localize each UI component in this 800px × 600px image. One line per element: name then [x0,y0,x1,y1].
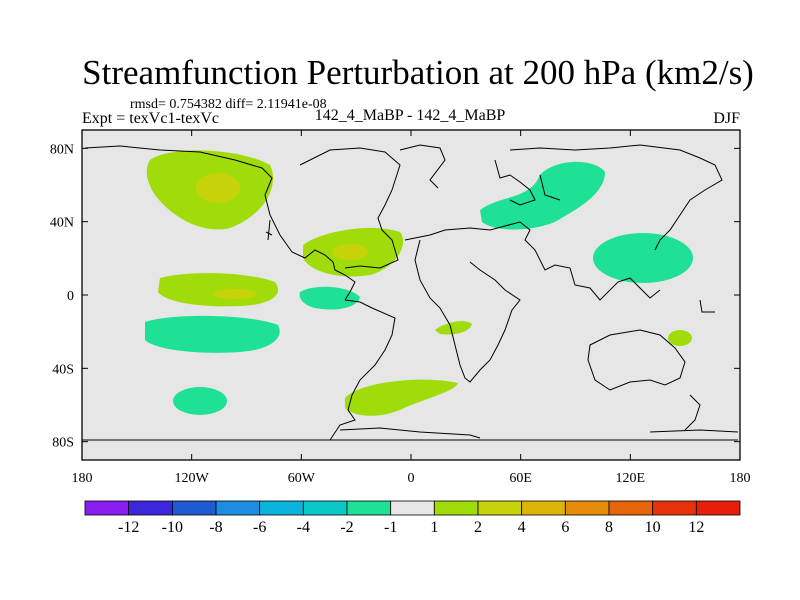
positive-anomalies [146,150,692,416]
x-tick-label: 180 [72,471,93,486]
colorbar-box [215,500,261,516]
colorbar-box [346,500,392,516]
colorbar-box [652,500,697,516]
anomaly-north-atlantic-core [332,244,368,260]
colorbar-label: 8 [605,519,613,536]
colorbar-label: 6 [561,519,569,536]
colorbar-box [608,500,654,516]
coast-north-america-east [299,147,401,269]
colorbar-label: 12 [688,519,704,536]
colorbar-label: -6 [253,519,266,536]
anomaly-south-pacific-high-lat [173,387,227,415]
anomaly-equatorial-atlantic [299,286,360,310]
colorbar-box [302,500,348,516]
coast-scandinavia-inland-seas [494,159,561,206]
colorbar-box [390,500,435,516]
colorbar-label: -1 [384,519,397,536]
colorbar-box [433,500,479,516]
colorbar-box [171,500,217,516]
coast-antarctica [339,427,739,439]
stats-line: rmsd= 0.754382 diff= 2.11941e-08 [130,97,327,112]
colorbar-label: 4 [518,519,526,536]
map-panel [81,129,741,461]
anomaly-north-pacific-core [196,173,240,203]
figure-title: Streamfunction Perturbation at 200 hPa (… [82,53,754,92]
y-tick-label: 80N [50,142,74,157]
y-axis-labels: 80N 40N 0 40S 80S [50,142,74,450]
y-tick-label: 80S [52,436,74,451]
x-tick-label: 0 [408,471,415,486]
anomaly-africa [435,321,472,335]
colorbar-label: 2 [474,519,482,536]
coast-new-zealand [684,394,701,431]
negative-anomalies [145,161,693,415]
x-tick-label: 120E [616,471,646,486]
coast-south-america [329,299,396,441]
colorbar-label: -2 [340,519,353,536]
coast-new-guinea [699,299,715,313]
y-tick-label: 40S [52,362,74,377]
anomaly-east-asia [593,233,693,283]
anomaly-south-atlantic [345,379,458,416]
x-tick-label: 60W [288,471,316,486]
colorbar-box [564,500,610,516]
coast-eurasia-south [404,221,661,301]
colorbar-label: -12 [118,519,139,536]
colorbar-label: -4 [297,519,310,536]
colorbar-box [84,500,130,516]
coast-australia [587,329,686,391]
coast-eurasia-north [509,144,723,251]
colorbar-box [695,500,741,516]
colorbar-labels: -12 -10 -8 -6 -4 -2 -1 1 2 4 6 8 10 12 [118,519,704,536]
colorbar-label: 1 [430,519,438,536]
y-tick-label: 40N [50,216,74,231]
x-tick-label: 180 [730,471,751,486]
coast-africa [414,239,521,383]
x-axis-labels: 180 120W 60W 0 60E 120E 180 [72,471,751,486]
anomaly-tropical-pacific-core [213,289,257,299]
axis-ticks [81,130,741,460]
coastlines [82,144,739,441]
coast-baja [265,219,273,241]
y-tick-label: 0 [67,289,74,304]
anomaly-eurasia [480,161,605,230]
coast-north-america-west [84,145,356,301]
colorbar-label: -10 [162,519,183,536]
run-label: 142_4_MaBP - 142_4_MaBP [315,107,506,124]
x-tick-label: 60E [509,471,532,486]
colorbar-box [477,500,523,516]
anomaly-tropical-pacific [158,273,279,307]
colorbar-label: -8 [209,519,222,536]
experiment-label: Expt = texVc1-texVc [82,110,219,127]
x-tick-label: 120W [175,471,210,486]
anomaly-south-indian [668,330,692,346]
season-label: DJF [713,110,740,127]
colorbar-box [521,500,566,516]
coast-greenland [399,144,446,189]
anomaly-south-pacific [145,315,280,353]
colorbar-box [128,500,173,516]
colorbar [84,500,741,516]
colorbar-box [259,500,304,516]
colorbar-label: 10 [645,519,661,536]
